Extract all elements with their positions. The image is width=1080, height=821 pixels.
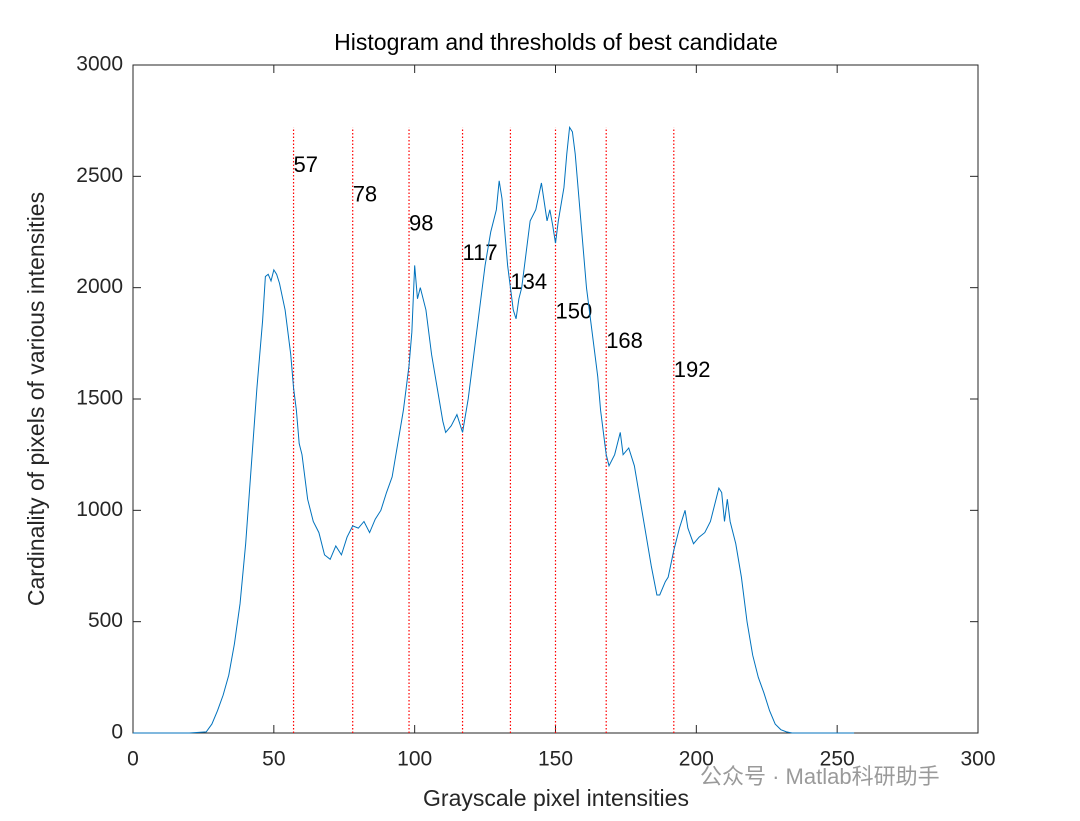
watermark: 公众号 · Matlab科研助手 <box>700 764 940 789</box>
threshold-label: 150 <box>556 299 593 324</box>
threshold-label: 192 <box>674 357 711 382</box>
x-tick-label: 100 <box>397 748 432 771</box>
y-tick-label: 2000 <box>76 275 123 298</box>
y-tick-label: 500 <box>88 609 123 632</box>
threshold-label: 134 <box>510 269 547 294</box>
y-tick-label: 1000 <box>76 498 123 521</box>
y-tick-label: 3000 <box>76 53 123 76</box>
x-tick-label: 200 <box>679 748 714 771</box>
x-axis-label: Grayscale pixel intensities <box>423 785 689 811</box>
x-tick-label: 50 <box>262 748 285 771</box>
x-tick-label: 250 <box>820 748 855 771</box>
y-tick-label: 1500 <box>76 387 123 410</box>
x-tick-label: 150 <box>538 748 573 771</box>
threshold-label: 168 <box>606 328 643 353</box>
threshold-label: 117 <box>463 240 498 265</box>
threshold-label: 78 <box>353 181 377 206</box>
x-tick-label: 0 <box>127 748 139 771</box>
threshold-label: 57 <box>294 152 318 177</box>
y-tick-label: 0 <box>111 721 123 744</box>
chart-title: Histogram and thresholds of best candida… <box>334 29 778 55</box>
threshold-label: 98 <box>409 211 433 236</box>
x-tick-label: 300 <box>960 748 995 771</box>
histogram-line <box>133 125 855 734</box>
y-axis-label: Cardinality of pixels of various intensi… <box>23 192 49 606</box>
y-tick-label: 2500 <box>76 164 123 187</box>
